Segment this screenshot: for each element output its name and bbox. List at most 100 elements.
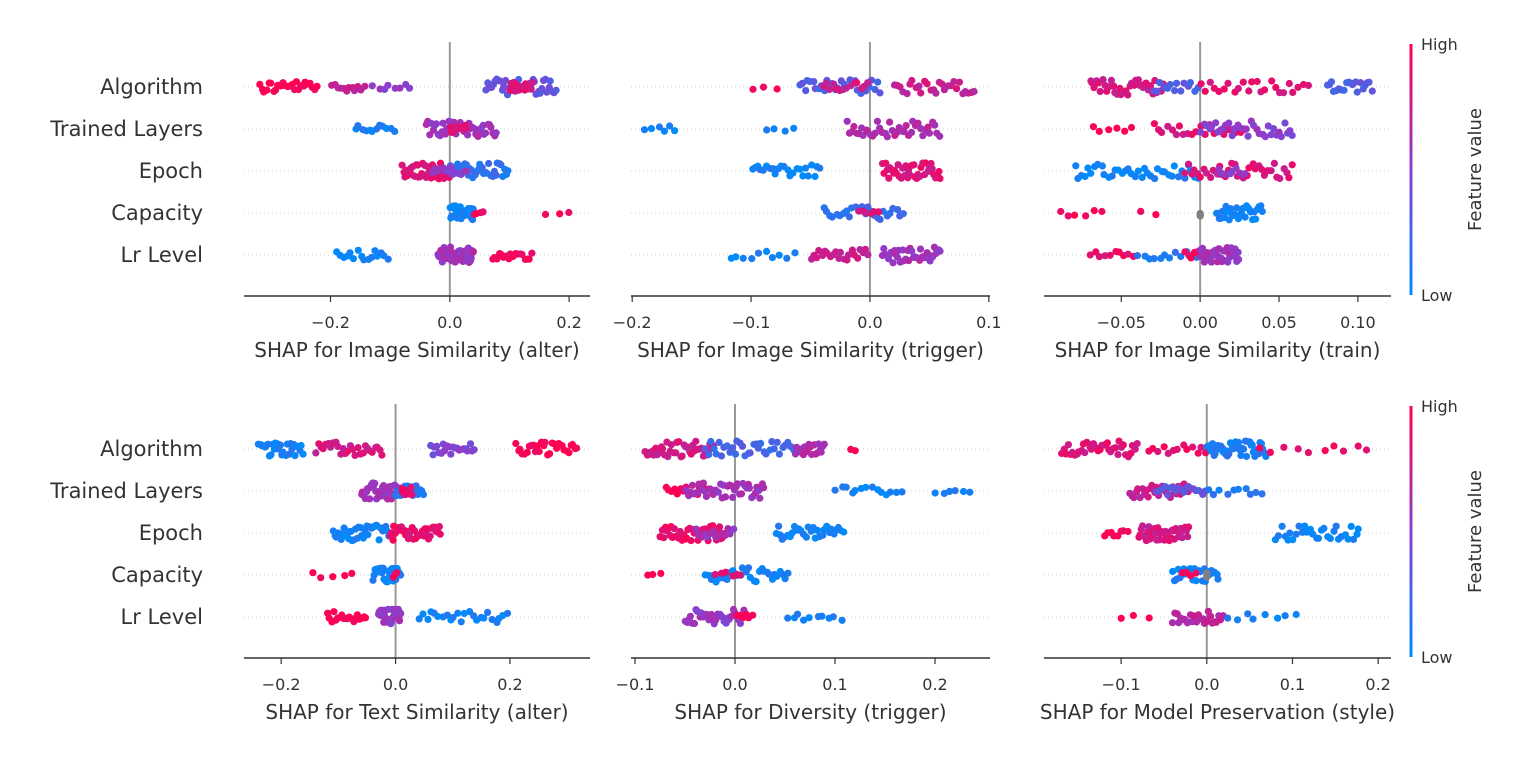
shap-point [1081,172,1089,181]
colorbar-gradient [1409,406,1413,657]
shap-point [721,493,730,501]
shap-point [1207,258,1215,266]
shap-point [395,617,404,625]
x-tick-label: 0.05 [1261,313,1297,332]
shap-point [1234,485,1242,493]
shap-point [454,609,462,617]
shap-point [1138,522,1147,530]
x-axis-title: SHAP for Image Similarity (alter) [254,338,579,362]
x-tick-label: 0.0 [437,313,462,332]
shap-point [408,491,416,499]
feature-label: Lr Level [121,243,203,267]
shap-point [1321,447,1329,455]
shap-point [854,254,862,262]
shap-point [1196,128,1205,136]
shap-point [813,526,822,535]
shap-point [1274,532,1282,540]
shap-point [805,614,813,622]
shap-point [1266,448,1274,456]
shap-point [1189,443,1197,451]
shap-point [1145,614,1153,622]
shap-point [737,490,746,498]
shap-point [1241,213,1249,221]
shap-point [910,161,918,169]
shap-point [1110,82,1118,90]
shap-point [291,452,299,460]
shap-point [670,525,678,533]
shap-point [313,82,321,90]
shap-point [1234,248,1242,256]
x-axis-title: SHAP for Text Similarity (alter) [265,700,568,724]
shap-point [1294,83,1302,91]
shap-point [768,438,776,446]
shap-point [1152,211,1160,219]
shap-point [1327,78,1336,86]
shap-point [1215,165,1223,173]
shap-point [835,254,843,262]
shap-point [885,174,893,182]
shap-point [687,537,695,545]
shap-point [820,440,828,448]
shap-point [371,479,379,487]
shap-point [462,124,470,132]
x-axis-title: SHAP for Image Similarity (trigger) [637,338,984,362]
shap-point [1245,87,1253,95]
shap-point [1252,215,1260,223]
shap-point [1279,89,1288,97]
shap-point [1090,84,1098,92]
shap-point [1224,614,1232,622]
shap-point [886,118,894,126]
x-tick-label: 0.0 [722,675,747,694]
shap-point [474,132,482,140]
shap-point [361,614,370,622]
shap-point [434,612,442,621]
shap-point [1133,440,1141,448]
shap-point [419,610,427,618]
shap-point [1160,443,1168,451]
shap-point [675,438,683,446]
shap-point [1098,207,1106,216]
shap-point [500,82,508,91]
shap-point [793,610,802,618]
shap-point [730,525,738,533]
shap-point [1212,119,1220,127]
shap-point [1064,212,1072,220]
shap-point [1099,76,1107,84]
shap-point [1096,87,1104,96]
shap-point [1183,445,1191,453]
shap-point [1114,451,1122,459]
shap-point [1258,165,1266,173]
shap-point [775,450,784,458]
shap-point [565,449,573,457]
shap-point [492,129,500,137]
shap-point [480,614,488,622]
shap-point [1274,614,1282,622]
shap-point [1112,444,1120,452]
shap-point [770,125,778,133]
shap-point [845,213,853,221]
shap-point [1181,174,1189,182]
shap-point [503,609,512,617]
shap-point [928,165,936,173]
shap-point [1090,207,1098,215]
shap-point [1225,119,1233,127]
shap-point [1154,87,1162,95]
shap-point [796,165,804,173]
shap-point [378,451,386,459]
shap-point [1301,522,1309,530]
shap-point [263,86,271,94]
shap-point [1362,446,1371,454]
shap-point [1281,119,1289,127]
shap-point [749,85,757,93]
shap-point [903,90,911,98]
feature-label: Algorithm [100,437,203,461]
shap-point [922,159,930,167]
shap-point [1177,87,1185,95]
shap-point [354,444,362,452]
shap-point [1304,449,1312,457]
shap-point [1209,491,1217,499]
shap-point [649,570,657,579]
shap-point [429,451,437,459]
x-axis-title: SHAP for Image Similarity (train) [1055,338,1381,362]
shap-point [781,127,789,135]
